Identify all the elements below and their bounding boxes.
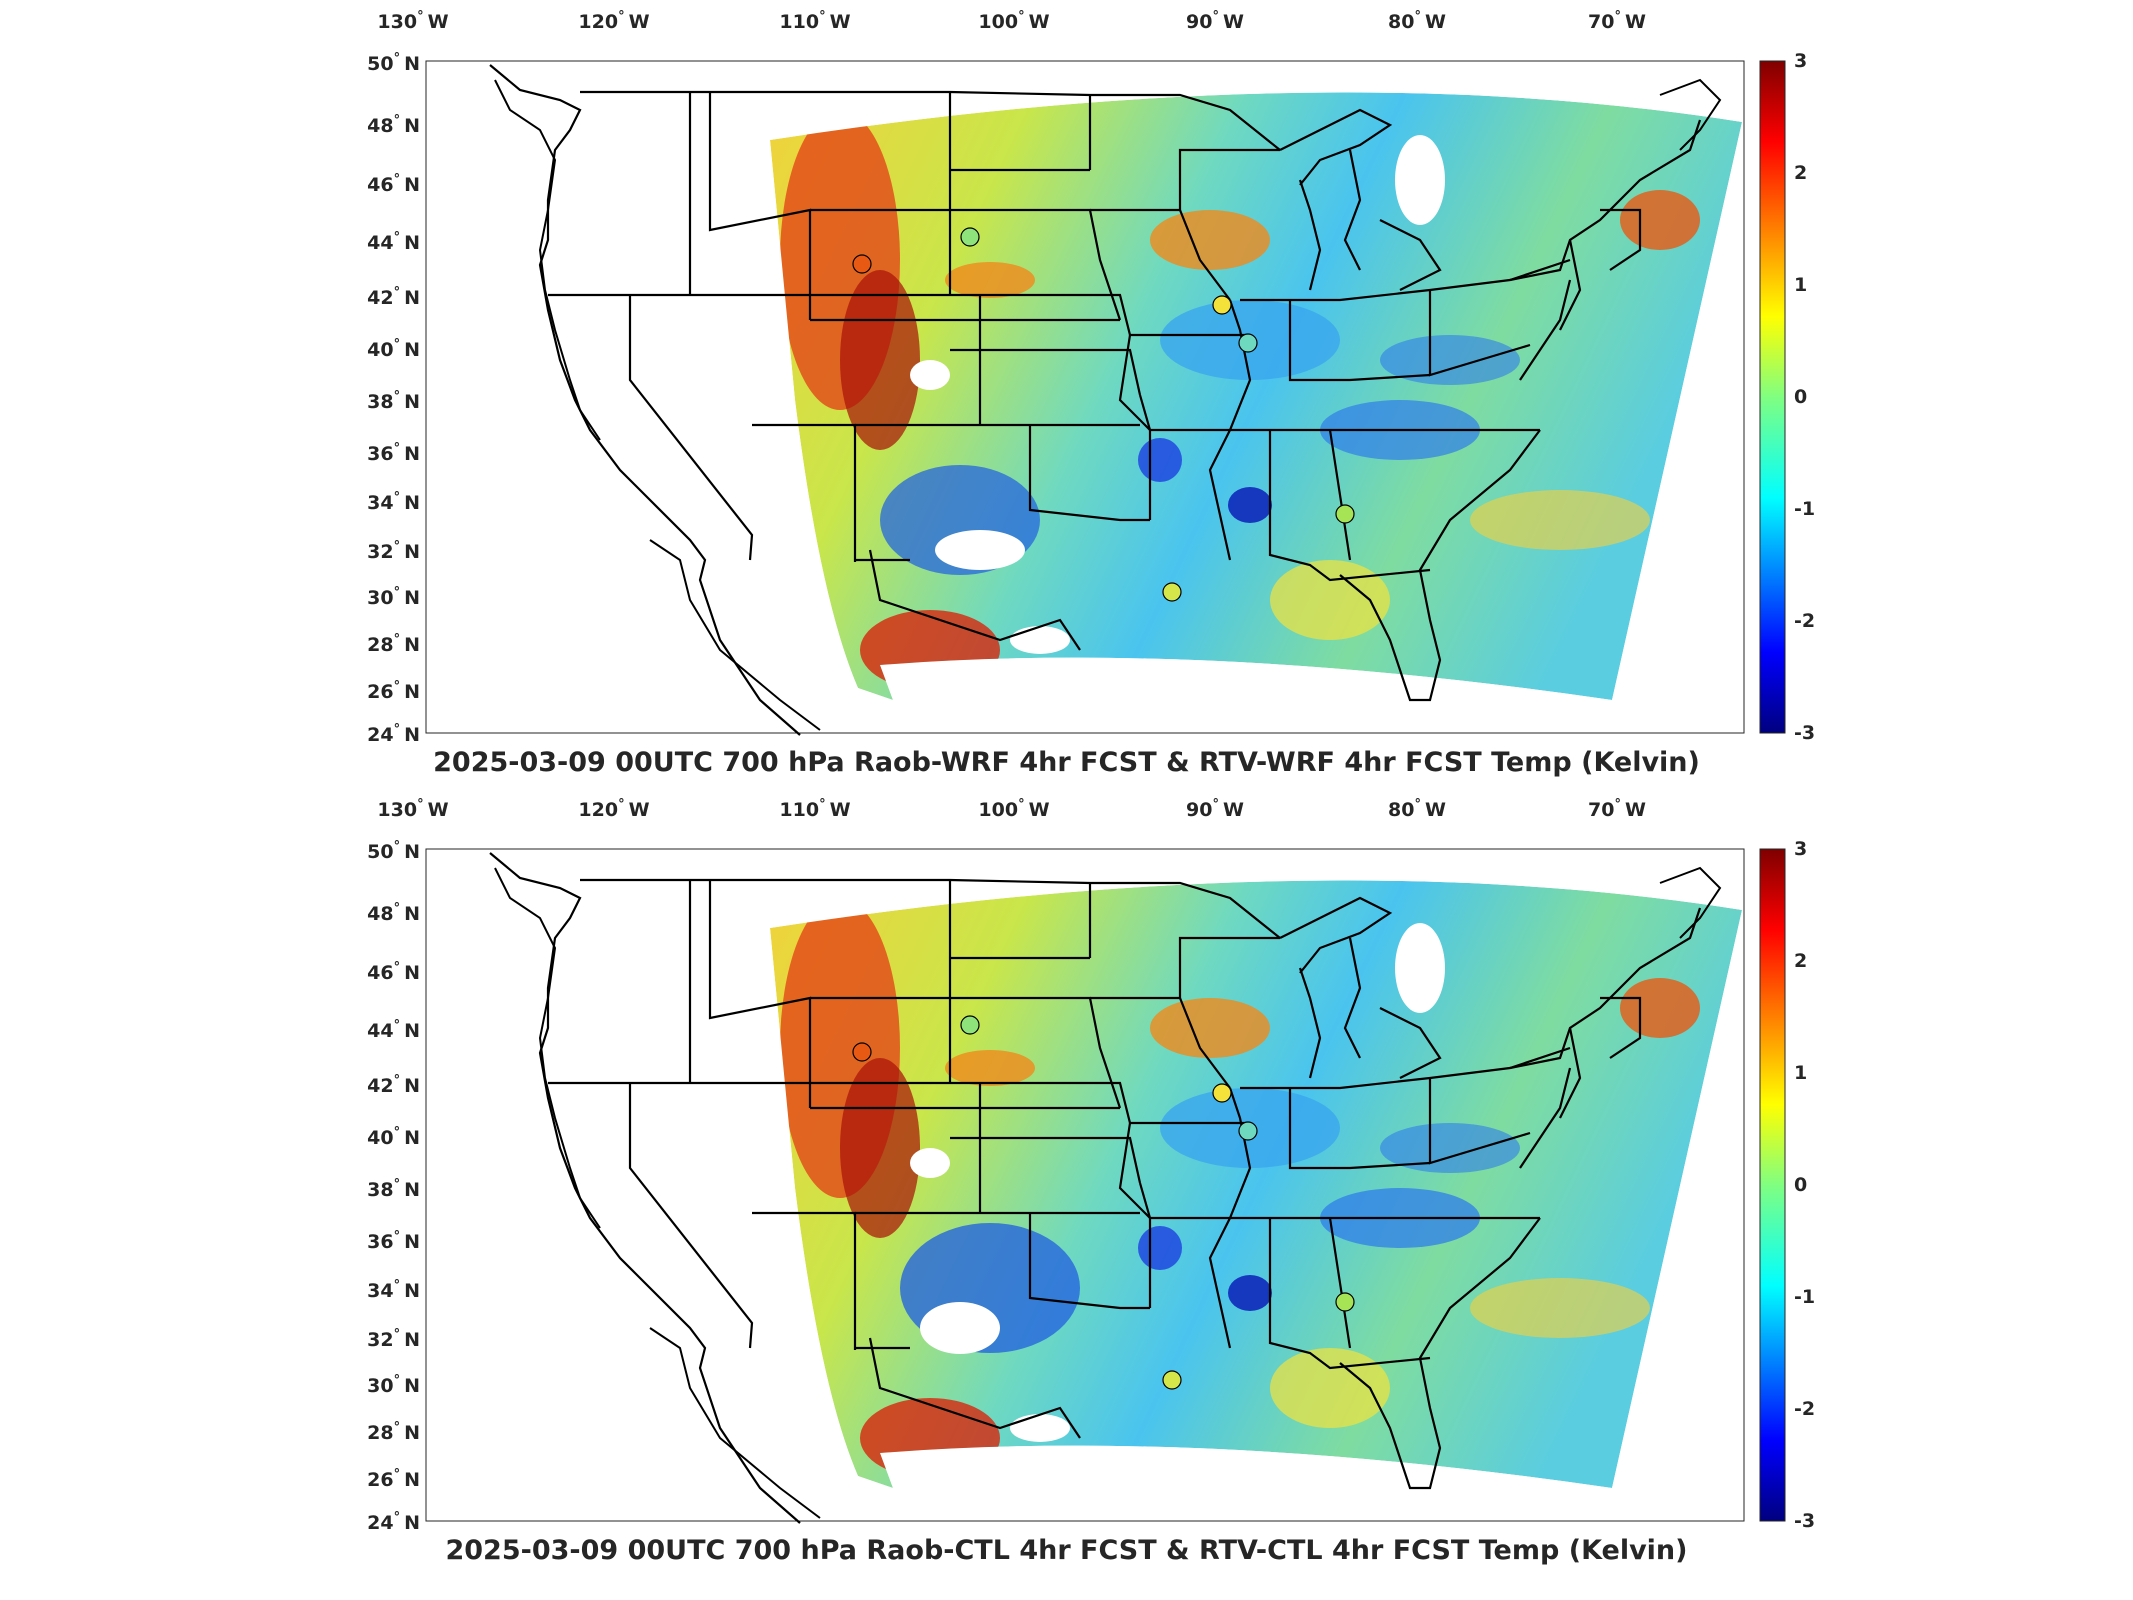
svg-text:30°N: 30° N [367,585,420,609]
raob-station-marker[interactable] [852,1042,872,1062]
temperature-difference-field [770,880,1742,1488]
svg-text:24°N: 24° N [367,722,420,746]
svg-text:0: 0 [1794,1174,1807,1196]
svg-text:40°N: 40° N [367,337,420,361]
map-panel-ctl: 130° W 120° W 110° W 100° W 90° W 80° W 70° W 5… [0,788,2133,1600]
svg-text:42°N: 42° N [367,1073,420,1097]
svg-text:-1: -1 [1794,498,1815,520]
raob-stations [852,227,1355,602]
svg-text:32°N: 32° N [367,1327,420,1351]
lon-label-90: 90 [1186,11,1212,33]
latitude-labels: 50° N 48° N 46° N 44° N 42° N 40° N 38° N 36° N … [367,51,420,746]
baja-coastline [649,1327,821,1519]
svg-text:130°W: 130° W [377,9,448,33]
svg-text:38°N: 38° N [367,389,420,413]
svg-text:3: 3 [1794,838,1807,860]
svg-text:-2: -2 [1794,610,1815,632]
svg-text:28°N: 28° N [367,1420,420,1444]
svg-text:70°W: 70° W [1588,9,1646,33]
svg-text:50°N: 50° N [367,839,420,863]
raob-stations [852,1015,1355,1390]
svg-text:26°N: 26° N [367,679,420,703]
svg-text:80°W: 80° W [1388,9,1446,33]
panel-title-ctl: 2025-03-09 00UTC 700 hPa Raob-CTL 4hr FC… [445,1535,1688,1566]
svg-text:90°W: 90° W [1186,9,1244,33]
raob-station-marker[interactable] [1162,582,1182,602]
svg-text:110°W: 110° W [779,797,850,821]
state-boundaries [489,64,1702,736]
raob-station-marker[interactable] [960,227,980,247]
svg-text:44°N: 44° N [367,1018,420,1042]
svg-text:30°N: 30° N [367,1373,420,1397]
svg-text:44°N: 44° N [367,230,420,254]
temperature-difference-field [770,92,1742,700]
svg-text:36°N: 36° N [367,441,420,465]
state-boundaries [489,852,1702,1524]
svg-text:70°W: 70° W [1588,797,1646,821]
svg-text:110°W: 110° W [779,9,850,33]
raob-station-marker[interactable] [1212,1083,1232,1103]
svg-text:-2: -2 [1794,1398,1815,1420]
panel-title-wrf: 2025-03-09 00UTC 700 hPa Raob-WRF 4hr FC… [433,747,1700,778]
svg-text:28°N: 28° N [367,632,420,656]
lon-label-70: 70 [1588,11,1614,33]
svg-text:120°W: 120° W [578,9,649,33]
svg-text:100°W: 100° W [978,797,1049,821]
svg-text:46°N: 46° N [367,960,420,984]
lon-label-80: 80 [1388,11,1414,33]
svg-text:34°N: 34° N [367,490,420,514]
svg-text:90°W: 90° W [1186,797,1244,821]
raob-station-marker[interactable] [1212,295,1232,315]
svg-text:48°N: 48° N [367,113,420,137]
svg-text:46°N: 46° N [367,172,420,196]
svg-text:3: 3 [1794,50,1807,72]
raob-station-marker[interactable] [852,254,872,274]
svg-text:0: 0 [1794,386,1807,408]
svg-text:100°W: 100° W [978,9,1049,33]
colorbar: 3 2 1 0 -1 -2 -3 [1759,838,1815,1532]
map-plot-ctl: 130° W 120° W 110° W 100° W 90° W 80° W 70° W 5… [367,797,1815,1534]
svg-text:48°N: 48° N [367,901,420,925]
svg-text:120°W: 120° W [578,797,649,821]
svg-text:24°N: 24° N [367,1510,420,1534]
svg-text:2: 2 [1794,162,1807,184]
lon-label-130: 130 [377,11,417,33]
svg-text:26°N: 26° N [367,1467,420,1491]
map-panel-wrf: 130° W 120° W 110° W 100° W 90° W 80° W 70° W 5… [367,9,1815,778]
svg-text:38°N: 38° N [367,1177,420,1201]
svg-text:32°N: 32° N [367,539,420,563]
lon-label-100: 100 [978,11,1018,33]
raob-station-marker[interactable] [1238,1121,1258,1141]
raob-station-marker[interactable] [1162,1370,1182,1390]
svg-text:80°W: 80° W [1388,797,1446,821]
longitude-labels: 130° W 120° W 110° W 100° W 90° W 80° W 70° W [377,9,1646,33]
svg-text:42°N: 42° N [367,285,420,309]
lon-label-110: 110 [779,11,819,33]
svg-text:130°W: 130° W [377,797,448,821]
map-plot-wrf: 130° W 120° W 110° W 100° W 90° W 80° W 70° W 5… [367,9,1815,746]
coastline [494,867,601,1229]
svg-text:-3: -3 [1794,722,1815,744]
svg-text:34°N: 34° N [367,1278,420,1302]
raob-station-marker[interactable] [1238,333,1258,353]
svg-text:2: 2 [1794,950,1807,972]
raob-station-marker[interactable] [1335,1292,1355,1312]
baja-coastline [649,539,821,731]
latitude-labels: 50° N 48° N 46° N 44° N 42° N 40° N 38° N 36° N … [367,839,420,1534]
svg-text:40°N: 40° N [367,1125,420,1149]
colorbar-gradient [1759,60,1786,734]
svg-text:1: 1 [1794,274,1807,296]
lon-label-120: 120 [578,11,618,33]
colorbar: 3 2 1 0 -1 -2 -3 [1759,50,1815,744]
longitude-labels: 130° W 120° W 110° W 100° W 90° W 80° W 70° W [377,797,1646,821]
svg-text:-1: -1 [1794,1286,1815,1308]
raob-station-marker[interactable] [960,1015,980,1035]
coastline [494,79,601,441]
svg-text:1: 1 [1794,1062,1807,1084]
svg-text:-3: -3 [1794,1510,1815,1532]
svg-text:50°N: 50° N [367,51,420,75]
colorbar-gradient [1759,848,1786,1522]
svg-text:36°N: 36° N [367,1229,420,1253]
raob-station-marker[interactable] [1335,504,1355,524]
